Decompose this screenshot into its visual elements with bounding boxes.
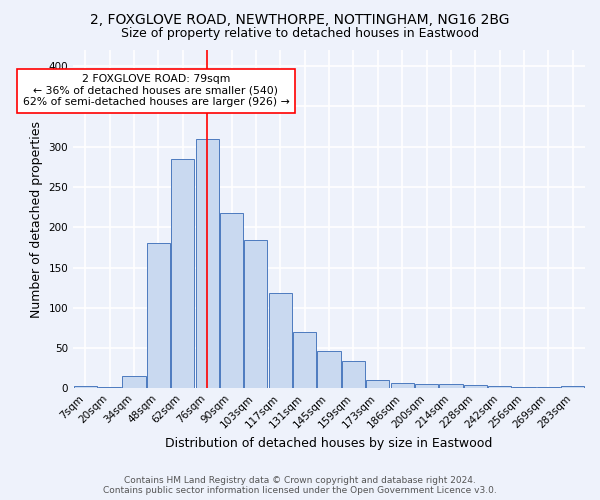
Bar	[244, 240, 268, 388]
Bar	[512, 386, 536, 388]
X-axis label: Distribution of detached houses by size in Eastwood: Distribution of detached houses by size …	[166, 437, 493, 450]
Bar	[439, 384, 463, 388]
Bar	[342, 361, 365, 388]
Text: 2, FOXGLOVE ROAD, NEWTHORPE, NOTTINGHAM, NG16 2BG: 2, FOXGLOVE ROAD, NEWTHORPE, NOTTINGHAM,…	[90, 12, 510, 26]
Bar	[366, 380, 389, 388]
Bar	[122, 376, 146, 388]
Bar	[415, 384, 438, 388]
Bar	[74, 386, 97, 388]
Bar	[196, 138, 219, 388]
Bar	[488, 386, 511, 388]
Text: Contains HM Land Registry data © Crown copyright and database right 2024.
Contai: Contains HM Land Registry data © Crown c…	[103, 476, 497, 495]
Bar	[293, 332, 316, 388]
Bar	[317, 352, 341, 389]
Bar	[269, 294, 292, 388]
Text: 2 FOXGLOVE ROAD: 79sqm
← 36% of detached houses are smaller (540)
62% of semi-de: 2 FOXGLOVE ROAD: 79sqm ← 36% of detached…	[23, 74, 289, 108]
Text: Size of property relative to detached houses in Eastwood: Size of property relative to detached ho…	[121, 28, 479, 40]
Bar	[171, 159, 194, 388]
Bar	[464, 385, 487, 388]
Bar	[220, 212, 243, 388]
Bar	[98, 386, 121, 388]
Bar	[537, 386, 560, 388]
Bar	[147, 244, 170, 388]
Bar	[561, 386, 584, 388]
Y-axis label: Number of detached properties: Number of detached properties	[30, 120, 43, 318]
Bar	[391, 382, 414, 388]
